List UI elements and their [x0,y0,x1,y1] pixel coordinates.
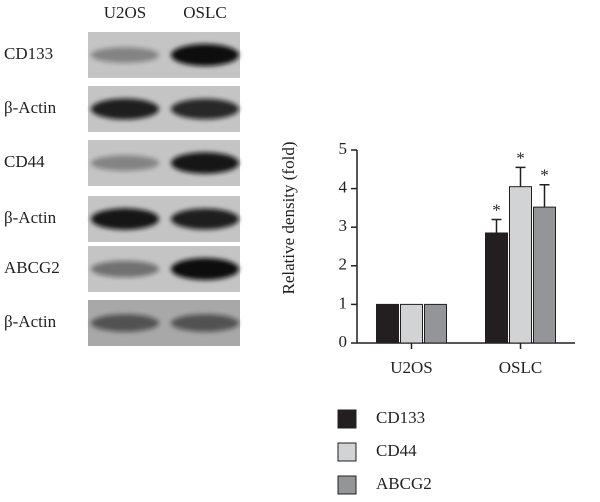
blot-band [171,208,239,230]
y-tick-label: 4 [339,178,348,197]
legend-label: ABCG2 [376,474,432,493]
blot-row-label: β-Actin [4,208,57,227]
blot-band [91,260,159,278]
bar [509,186,532,344]
y-tick-label: 1 [339,293,348,312]
legend-label: CD133 [376,408,425,427]
blot-row-label: ABCG2 [4,258,60,277]
legend-label: CD44 [376,441,417,460]
legend-swatch [337,442,357,462]
blot-band [171,98,239,120]
bar [533,206,556,344]
blot-column-label: OSLC [183,3,226,22]
blot-band [91,98,159,120]
blot-band [171,314,239,332]
blot-band [171,152,239,174]
error-bar [515,166,526,187]
significance-label: * [540,166,549,185]
error-bar [491,218,502,233]
significance-label: * [516,148,525,167]
significance-label: * [492,200,501,219]
blot-row-label: β-Actin [4,98,57,117]
legend-swatch [337,475,357,495]
y-axis-label: Relative density (fold) [279,142,298,295]
blot-band [171,258,239,280]
bar [376,303,399,344]
bar [400,303,423,344]
y-tick-label: 5 [339,139,348,158]
error-bar [539,183,550,208]
bar [424,303,447,344]
y-tick-label: 2 [339,255,348,274]
blot-row-label: CD44 [4,152,45,171]
blot-band [91,47,159,63]
legend-swatch [337,409,357,429]
blot-row-label: CD133 [4,44,53,63]
y-tick-label: 0 [339,332,348,351]
blot-band [91,208,159,230]
blot-row-label: β-Actin [4,312,57,331]
blot-band [91,314,159,332]
x-tick-label: U2OS [390,358,433,377]
blot-column-label: U2OS [104,3,147,22]
x-tick-label: OSLC [499,358,542,377]
bar [485,232,508,344]
blot-band [91,155,159,171]
blot-band [171,44,239,66]
y-tick-label: 3 [339,216,348,235]
